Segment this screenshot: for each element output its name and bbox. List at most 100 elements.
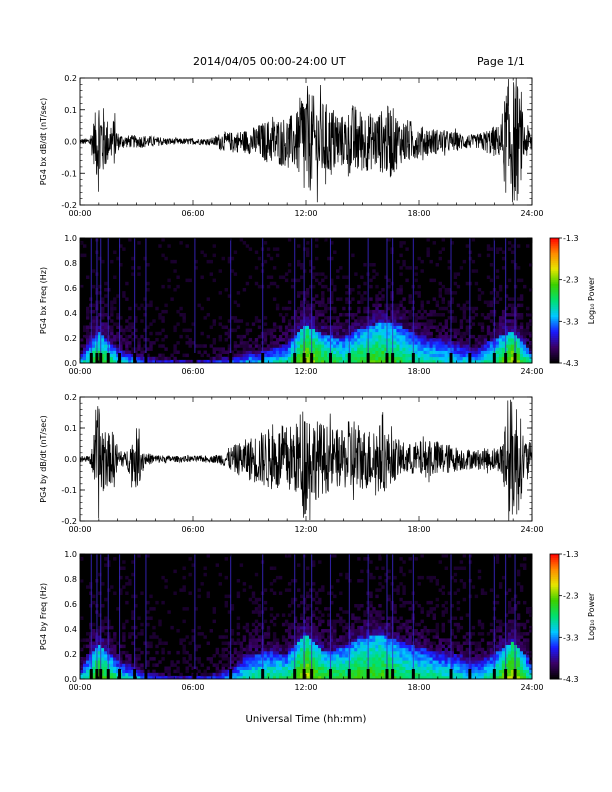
spectrogram-cell: [405, 309, 409, 314]
spectrogram-cell: [345, 359, 349, 364]
spectrogram-cell: [417, 309, 421, 314]
spectrogram-cell: [104, 347, 108, 351]
spectrogram-cell: [221, 350, 225, 354]
spectrogram-cell: [363, 672, 367, 677]
spectrogram-cell: [281, 635, 286, 639]
spectrogram-cell: [465, 344, 470, 348]
spectrogram-cell: [303, 328, 307, 333]
spectrogram-cell: [393, 663, 397, 667]
spectrogram-cell: [321, 278, 325, 283]
spectrogram-cell: [152, 341, 156, 345]
spectrogram-cell: [399, 644, 403, 649]
spectrogram-cell: [122, 663, 126, 667]
spectrogram-cell: [399, 675, 403, 680]
spectrogram-cell: [519, 297, 524, 301]
spectrogram-cell: [128, 334, 132, 339]
spectrogram-cell: [414, 669, 418, 674]
spectrogram-cell: [447, 356, 451, 361]
spectrogram-cell: [242, 666, 247, 670]
spectrogram-cell: [375, 359, 379, 364]
spectrogram-cell: [80, 253, 84, 258]
spectrogram-cell: [318, 331, 322, 336]
colorbar-step: [550, 335, 559, 339]
spectrogram-cell: [284, 359, 289, 364]
spectrogram-cell: [164, 309, 168, 314]
spectrogram-cell: [369, 666, 373, 670]
spectrogram-cell: [290, 657, 295, 661]
spectrogram-cell: [327, 654, 331, 658]
spectrogram-cell: [426, 319, 430, 323]
spectrogram-cell: [98, 334, 102, 339]
spectrogram-cell: [375, 669, 379, 674]
spectrogram-cell: [248, 353, 253, 358]
spectrogram-cell: [516, 316, 521, 320]
spectrogram-cell: [263, 350, 268, 354]
spectrogram-cell: [381, 644, 385, 649]
spectrogram-cell: [342, 669, 346, 674]
spectrogram-cell: [131, 272, 135, 276]
spectrogram-cell: [324, 663, 328, 667]
spectrogram-cell: [272, 675, 277, 680]
spectrogram-cell: [330, 344, 334, 348]
spectrogram-cell: [504, 322, 509, 326]
spectrogram-cell: [227, 259, 232, 264]
spectrogram-cell: [447, 347, 451, 351]
spectrogram-cell: [312, 597, 316, 602]
spectrogram-cell: [429, 660, 433, 664]
spectrogram-cell: [438, 666, 442, 670]
spectrogram-cell: [236, 622, 241, 627]
spectrogram-cell: [453, 566, 458, 570]
spectrogram-cell: [324, 303, 328, 308]
spectrogram-cell: [507, 356, 512, 361]
spectrogram-cell: [375, 641, 379, 645]
spectrogram-cell: [98, 322, 102, 326]
spectrogram-cell: [480, 328, 485, 333]
spectrogram-cell: [372, 344, 376, 348]
spectrogram-cell: [212, 610, 216, 614]
spectrogram-cell: [293, 309, 298, 314]
colorbar-step: [550, 256, 559, 260]
spectrogram-cell: [363, 632, 367, 636]
spectrogram-cell: [462, 669, 467, 674]
spectrogram-cell: [441, 669, 445, 674]
colorbar-step: [550, 342, 559, 345]
spectrogram-cell: [429, 669, 433, 674]
spectrogram-cell: [336, 619, 340, 624]
spectrogram-cell: [245, 669, 250, 674]
spectrogram-cell: [303, 625, 307, 630]
spectrogram-cell: [293, 331, 298, 336]
spectrogram-cell: [354, 319, 358, 323]
spectrogram-cell: [396, 647, 400, 652]
spectrogram-cell: [83, 347, 87, 351]
spectrogram-cell: [459, 625, 464, 630]
spectrogram-cell: [303, 635, 307, 639]
spectrogram-cell: [417, 575, 421, 580]
spectrogram-cell: [146, 554, 150, 558]
spectrogram-cell: [429, 657, 433, 661]
spectrogram-cell: [486, 657, 491, 661]
spectrogram-cell: [402, 325, 406, 329]
spectrogram-cell: [315, 675, 319, 680]
spectrogram-cell: [441, 338, 445, 342]
spectrogram-cell: [459, 356, 464, 361]
spectrogram-cell: [372, 607, 376, 611]
spectrogram-cell: [321, 341, 325, 345]
spectrogram-cell: [306, 622, 310, 627]
spectrogram-cell: [122, 644, 126, 649]
spectrogram-cell: [297, 350, 301, 354]
spectrogram-cell: [251, 666, 256, 670]
spectrogram-cell: [194, 607, 198, 611]
spectrogram-cell: [510, 328, 515, 333]
spectrogram-cell: [107, 641, 111, 645]
spectrogram-cell: [423, 341, 427, 345]
spectrogram-cell: [408, 669, 412, 674]
spectrogram-cell: [128, 579, 132, 583]
spectrogram-cell: [480, 325, 485, 329]
spectrogram-cell: [423, 641, 427, 645]
spectrogram-cell: [477, 654, 482, 658]
spectrogram-cell: [375, 341, 379, 345]
spectrogram-cell: [318, 597, 322, 602]
spectrogram-cell: [435, 582, 439, 586]
spectrogram-cell: [158, 316, 162, 320]
spectrogram-cell: [318, 359, 322, 364]
